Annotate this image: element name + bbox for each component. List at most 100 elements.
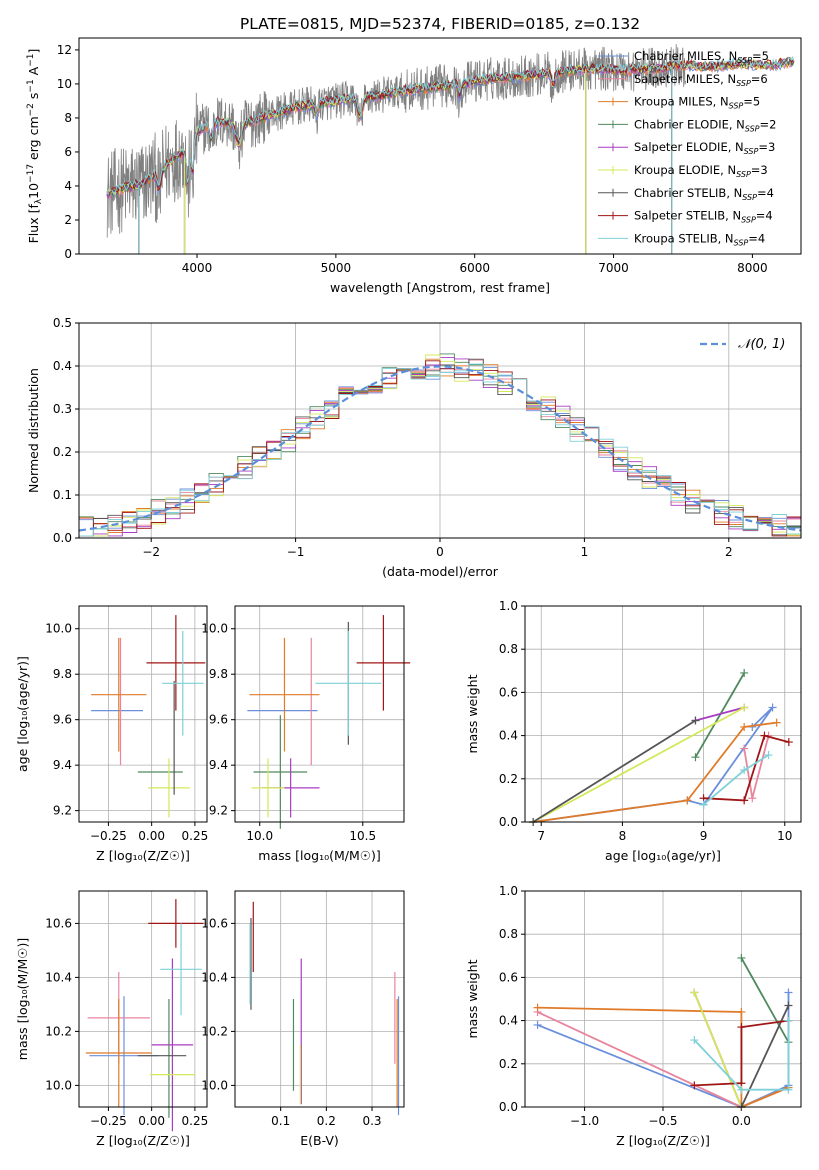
spectrum-xlabel: wavelength [Angstrom, rest frame] bbox=[330, 280, 550, 295]
weight_vs_Z-xtick-label: −1.0 bbox=[570, 1114, 599, 1128]
weight-marker bbox=[691, 753, 700, 762]
legend-label-sub: SSP bbox=[744, 147, 759, 156]
weight-line bbox=[693, 1020, 790, 1091]
spectrum-ylabel-part: −1 bbox=[26, 54, 36, 67]
weight_vs_age-ytick-label: 0.2 bbox=[499, 772, 518, 786]
legend-label-sub: SSP bbox=[737, 56, 752, 65]
weight_vs_Z-ytick-label: 0.2 bbox=[499, 1057, 518, 1071]
residuals-xlabel: (data-model)/error bbox=[382, 564, 499, 579]
age_vs_mass-panel: 10.0 10.5 9.2 9.4 9.6 9.8 10.0 mass [log₁₀(M/M☉… bbox=[201, 605, 411, 863]
residual-histogram bbox=[79, 360, 801, 537]
age_vs_mass-ytick-label: 9.2 bbox=[209, 804, 228, 818]
mass_vs_Z-xtick-label: 0.00 bbox=[138, 1114, 165, 1128]
legend-label: Kroupa STELIB, NSSP=4 bbox=[634, 231, 765, 247]
spectrum-ylabel: Flux [fλ10−17 erg cm−2 s−1 A−1] bbox=[26, 49, 44, 244]
spectrum-ylabel-part: −1 bbox=[26, 79, 36, 92]
age_vs_Z-ytick-label: 9.8 bbox=[53, 667, 72, 681]
mass_vs_EBV-xtick-label: 0.2 bbox=[317, 1114, 336, 1128]
mass_vs_Z-ytick-label: 10.4 bbox=[45, 970, 72, 984]
residuals-ytick-label: 0.2 bbox=[53, 445, 72, 459]
mass_vs_Z-xtick-label: 0.25 bbox=[182, 1114, 209, 1128]
weight-marker bbox=[740, 796, 749, 805]
spectrum-ytick-label: 2 bbox=[64, 213, 72, 227]
weight_vs_Z-xlabel: Z [log₁₀(Z/Z☉)] bbox=[616, 1133, 710, 1148]
weight-line bbox=[532, 721, 777, 823]
weight-marker bbox=[740, 703, 749, 712]
age_vs_Z-ytick-label: 10.0 bbox=[45, 622, 72, 636]
spectrum-ylabel-part: −2 bbox=[26, 103, 36, 116]
age_vs_mass-xlabel: mass [log₁₀(M/M☉)] bbox=[258, 848, 380, 863]
legend-label-main: Salpeter MILES, N bbox=[634, 72, 736, 86]
mass_vs_Z-ytick-label: 10.6 bbox=[45, 916, 72, 930]
legend-label-main: Chabrier MILES, N bbox=[634, 49, 737, 63]
legend-label-main: Chabrier STELIB, N bbox=[634, 186, 742, 200]
age_vs_Z-ytick-label: 9.6 bbox=[53, 713, 72, 727]
legend-label-suffix: =2 bbox=[760, 117, 777, 131]
legend-label-main: Salpeter STELIB, N bbox=[634, 209, 741, 223]
residuals-ytick-label: 0.3 bbox=[53, 402, 72, 416]
spectrum-ytick-label: 10 bbox=[57, 77, 72, 91]
weight-marker bbox=[760, 731, 769, 740]
legend-label-suffix: =6 bbox=[751, 72, 768, 86]
weight-line bbox=[694, 1019, 789, 1087]
weight_vs_age-ytick-label: 0.4 bbox=[499, 729, 518, 743]
weight-line bbox=[695, 706, 745, 722]
weight_vs_Z-ytick-label: 1.0 bbox=[499, 884, 518, 898]
legend-label: Salpeter MILES, NSSP=6 bbox=[634, 72, 768, 88]
mass_vs_Z-ytick-label: 10.0 bbox=[45, 1078, 72, 1092]
mass_vs_Z-panel: −0.25 0.00 0.25 10.0 10.2 10.4 10.6 Z [log₁₀(Z/… bbox=[15, 890, 209, 1148]
spectrum-ylabel-part: A bbox=[26, 66, 41, 79]
mass_vs_EBV-ytick-label: 10.0 bbox=[201, 1078, 228, 1092]
weight_vs_Z-xtick-label: 0.0 bbox=[732, 1114, 751, 1128]
mass_vs_Z-xtick-label: −0.25 bbox=[90, 1114, 127, 1128]
weight-marker bbox=[699, 800, 708, 809]
age_vs_mass-ytick-label: 9.8 bbox=[209, 667, 228, 681]
weight-marker bbox=[690, 1081, 699, 1090]
mass_vs_EBV-ytick-label: 10.6 bbox=[201, 916, 228, 930]
legend-label-main: Chabrier ELODIE, N bbox=[634, 117, 745, 131]
mass_vs_EBV-ytick-label: 10.4 bbox=[201, 970, 228, 984]
weight_vs_age-ytick-label: 0.0 bbox=[499, 815, 518, 829]
legend-label-suffix: =5 bbox=[752, 49, 769, 63]
weight_vs_age-xtick-label: 9 bbox=[700, 829, 708, 843]
normal-distribution-curve bbox=[78, 365, 802, 532]
weight-marker bbox=[737, 1023, 746, 1032]
mass_vs_Z-frame bbox=[78, 890, 208, 1108]
mass_vs_EBV-frame bbox=[234, 890, 405, 1108]
mass_vs_EBV-xtick-label: 0.3 bbox=[362, 1114, 381, 1128]
weight-marker bbox=[737, 1007, 746, 1016]
weight_vs_age-ylabel: mass weight bbox=[465, 674, 480, 753]
spectrum-xtick-label: 8000 bbox=[737, 261, 768, 275]
weight-marker bbox=[784, 1016, 793, 1025]
legend-label: Salpeter STELIB, NSSP=4 bbox=[634, 209, 773, 225]
spectrum-ylabel-part: s bbox=[26, 93, 41, 104]
weight-marker bbox=[683, 796, 692, 805]
spectrum-xtick-label: 4000 bbox=[182, 261, 213, 275]
legend-label: Salpeter ELODIE, NSSP=3 bbox=[634, 140, 775, 156]
spectrum-xtick-label: 7000 bbox=[598, 261, 629, 275]
age_vs_mass-ytick-label: 9.4 bbox=[209, 758, 228, 772]
weight_vs_Z-xtick-label: −0.5 bbox=[648, 1114, 677, 1128]
legend-label-main: Kroupa ELODIE, N bbox=[634, 163, 736, 177]
weight-line bbox=[532, 706, 745, 823]
residuals-xtick-label: 0 bbox=[436, 545, 444, 559]
weight-marker bbox=[740, 744, 749, 753]
legend-label: Chabrier ELODIE, NSSP=2 bbox=[634, 117, 776, 133]
legend-label: Kroupa MILES, NSSP=5 bbox=[634, 95, 760, 111]
mass_vs_EBV-xtick-label: 0.1 bbox=[271, 1114, 290, 1128]
weight_vs_Z-ytick-label: 0.6 bbox=[499, 970, 518, 984]
weight-line bbox=[703, 734, 790, 802]
legend-label-suffix: =5 bbox=[743, 95, 760, 109]
spectrum-ylabel-part: −17 bbox=[26, 164, 36, 183]
age_vs_Z-xtick-label: −0.25 bbox=[90, 829, 127, 843]
weight-marker bbox=[737, 1085, 746, 1094]
residuals-xtick-label: −1 bbox=[287, 545, 305, 559]
residuals-ylabel: Normed distribution bbox=[26, 368, 41, 493]
legend-label-sub: SSP bbox=[745, 124, 760, 133]
residual-histogram bbox=[79, 363, 801, 537]
weight-line bbox=[740, 957, 790, 1043]
mass_vs_Z-ylabel: mass [log₁₀(M/M☉)] bbox=[15, 938, 30, 1060]
residuals-ytick-label: 0.5 bbox=[53, 316, 72, 330]
